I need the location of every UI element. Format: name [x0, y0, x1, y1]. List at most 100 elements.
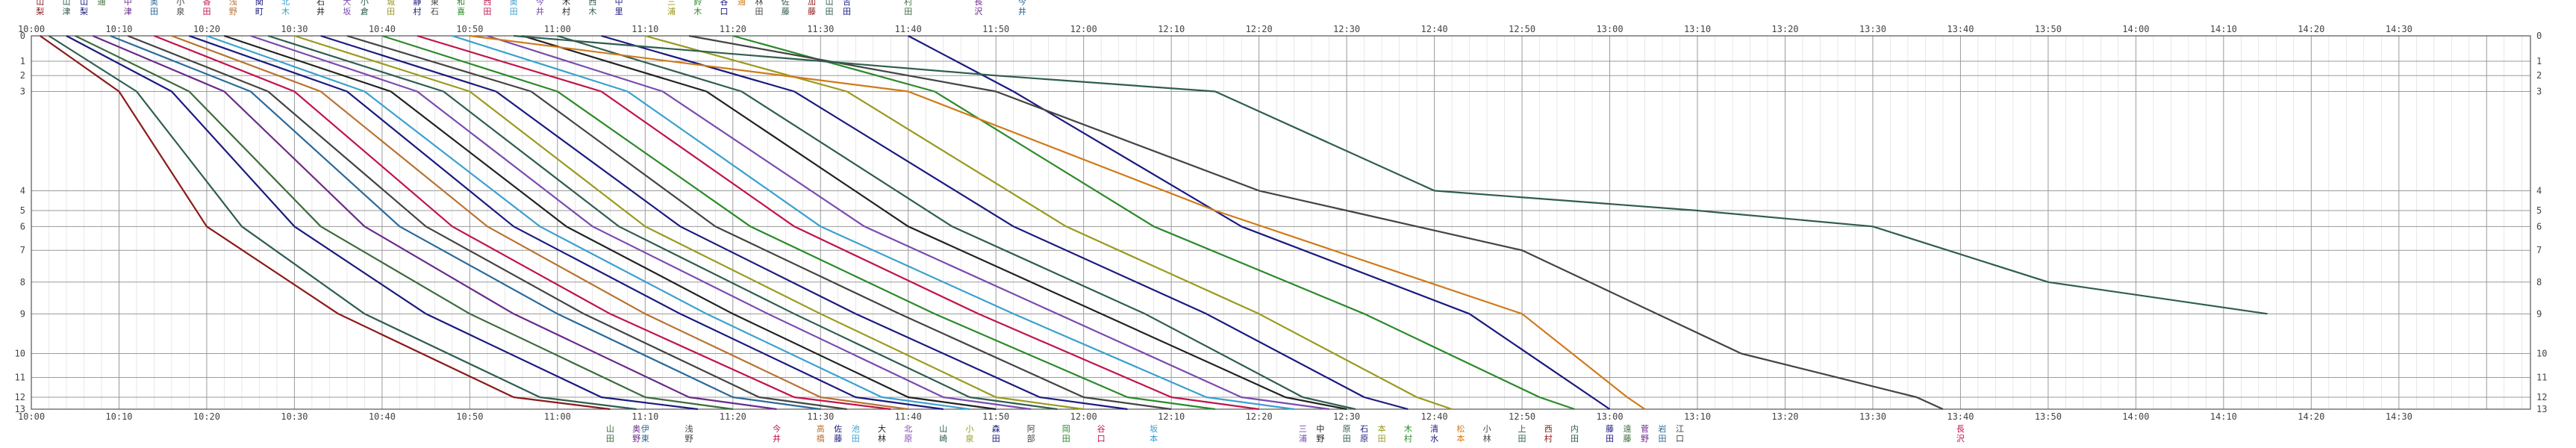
- label-char: 石: [431, 7, 439, 16]
- station-label-left: 10: [15, 349, 25, 359]
- train-line: [154, 34, 891, 411]
- time-tick-label-top: 12:30: [1333, 24, 1360, 34]
- label-char: 山: [826, 0, 834, 7]
- label-char: 今: [536, 0, 544, 7]
- label-char: 田: [1343, 434, 1351, 444]
- label-char: 長: [1956, 424, 1965, 434]
- label-char: 浦: [667, 7, 676, 16]
- label-char: 村: [904, 0, 912, 7]
- label-char: 梨: [36, 6, 44, 16]
- train-line: [601, 34, 1409, 411]
- train-label-bottom: 本田: [1378, 423, 1386, 444]
- train-label-bottom: 奥野: [632, 423, 640, 444]
- train-label-bottom: 北原: [904, 424, 912, 444]
- label-char: 今: [1018, 0, 1026, 7]
- grid: [31, 35, 2531, 410]
- train-line: [514, 34, 2268, 315]
- label-char: 佐: [782, 0, 790, 7]
- time-tick-label-bottom: 12:30: [1333, 411, 1360, 422]
- train-label-bottom: 上田: [1518, 424, 1526, 444]
- train-label-bottom: 江口: [1676, 424, 1684, 444]
- train-line: [250, 34, 1032, 411]
- label-char: 田: [1378, 434, 1386, 444]
- label-char: 藤: [1606, 424, 1614, 434]
- label-char: 通: [737, 0, 746, 7]
- label-char: 部: [1027, 433, 1035, 444]
- label-char: 木: [1404, 424, 1412, 434]
- label-char: 西: [483, 0, 491, 7]
- label-char: 水: [1430, 434, 1438, 444]
- label-char: 東: [431, 0, 439, 7]
- time-tick-label-top: 14:00: [2122, 24, 2149, 34]
- train-line: [66, 35, 698, 411]
- station-label-right: 10: [2536, 349, 2547, 359]
- label-char: 木: [562, 0, 570, 7]
- time-tick-label-bottom: 11:10: [631, 411, 658, 422]
- train-line: [294, 34, 1084, 411]
- train-label-bottom: 岩田: [1659, 423, 1667, 444]
- time-tick-label-bottom: 11:40: [895, 411, 922, 422]
- time-tick-label-bottom: 12:00: [1070, 411, 1097, 422]
- label-char: 田: [202, 7, 210, 16]
- train-label-bottom: 大林: [878, 423, 886, 444]
- label-char: 江: [1676, 424, 1684, 434]
- label-char: 藤: [782, 7, 790, 16]
- station-label-left: 13: [15, 404, 25, 414]
- label-char: 田: [904, 7, 912, 16]
- label-char: 浦: [1299, 434, 1307, 444]
- label-char: 田: [852, 434, 860, 444]
- label-char: 和: [457, 0, 465, 7]
- train-label-top: 香田: [202, 0, 210, 16]
- train-label-bottom: 藤田: [1606, 424, 1614, 444]
- station-label-right: 5: [2536, 205, 2542, 216]
- label-char: 奥: [632, 423, 640, 434]
- time-tick-label-bottom: 14:30: [2386, 411, 2413, 422]
- label-char: 坂: [1150, 424, 1158, 434]
- time-tick-label-bottom: 13:00: [1596, 411, 1623, 422]
- train-label-bottom: 伊東: [641, 424, 649, 444]
- time-tick-label-top: 13:10: [1684, 24, 1711, 34]
- time-tick-label-bottom: 10:00: [18, 411, 45, 422]
- train-label-top: 加藤: [808, 0, 816, 16]
- station-label-right: 12: [2536, 392, 2547, 402]
- label-char: 清: [1430, 424, 1438, 434]
- label-char: 佐: [834, 423, 842, 434]
- label-char: 井: [773, 433, 781, 444]
- label-char: 津: [62, 7, 70, 16]
- label-char: 田: [755, 7, 764, 16]
- plot-frame: [31, 35, 2531, 410]
- station-label-left: 6: [20, 221, 25, 231]
- label-char: 岡: [1062, 424, 1070, 434]
- label-char: 中: [1316, 424, 1324, 434]
- label-char: 北: [281, 0, 290, 7]
- label-char: 梨: [80, 6, 88, 16]
- train-label-top: 静村: [413, 0, 421, 16]
- train-label-bottom: 内田: [1571, 423, 1579, 444]
- time-tick-label-top: 13:30: [1859, 24, 1886, 34]
- time-tick-label-bottom: 13:30: [1859, 411, 1886, 422]
- label-char: 木: [693, 7, 702, 16]
- time-tick-label-bottom: 11:50: [982, 411, 1009, 422]
- time-tick-label-top: 10:10: [105, 24, 132, 34]
- station-label-right: 1: [2536, 56, 2542, 66]
- train-label-top: 東石: [431, 0, 439, 16]
- train-label-bottom: 木村: [1404, 424, 1412, 444]
- label-char: 田: [843, 7, 851, 16]
- label-char: 野: [632, 434, 640, 444]
- train-label-bottom: 原田: [1343, 424, 1351, 444]
- label-char: 関: [255, 0, 263, 7]
- time-tick-label-bottom: 14:10: [2210, 411, 2237, 422]
- train-label-top: 小倉: [361, 0, 369, 16]
- train-label-bottom: 三浦: [1299, 424, 1307, 444]
- label-char: 森: [992, 423, 1000, 434]
- train-line: [452, 34, 1294, 411]
- label-char: 阿: [1027, 424, 1035, 434]
- label-char: 静: [413, 0, 421, 7]
- label-char: 西: [1544, 424, 1553, 434]
- label-char: 三: [1299, 424, 1307, 434]
- train-label-top: 中里: [615, 0, 623, 16]
- label-char: 田: [483, 7, 491, 16]
